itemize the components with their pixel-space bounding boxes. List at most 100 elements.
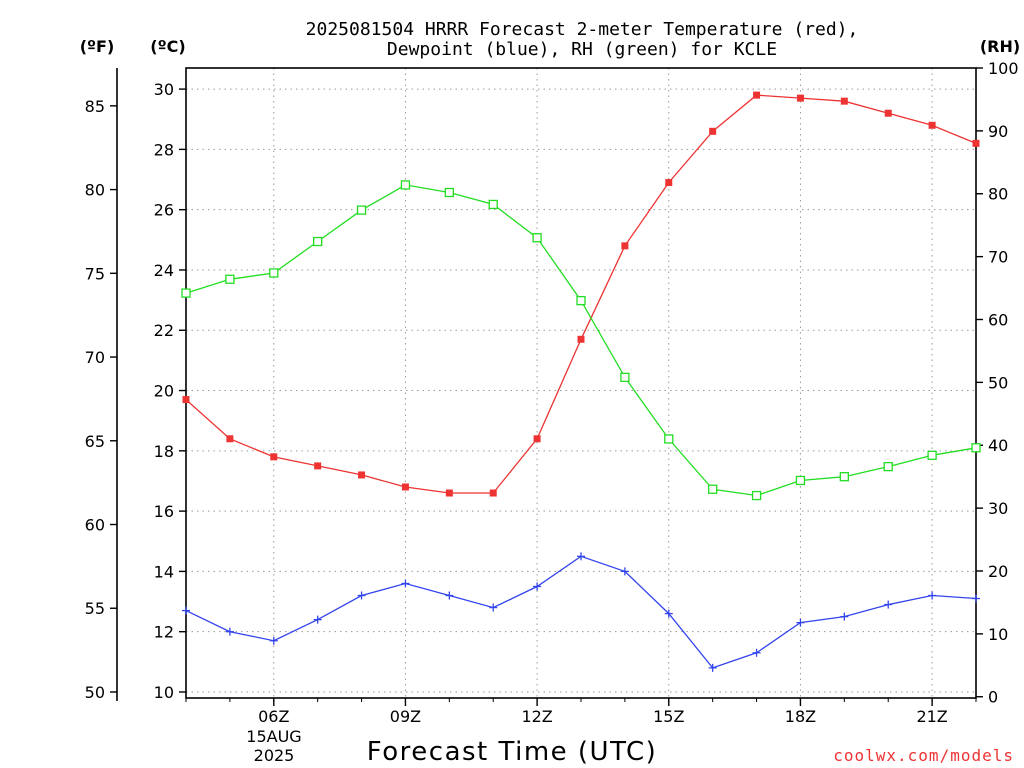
- data-point: [664, 609, 673, 618]
- x-tick-label: 06Z: [258, 707, 289, 726]
- celsius-axis-label: (ºC): [150, 37, 185, 56]
- celsius-tick-label: 16: [154, 502, 174, 521]
- data-point: [489, 603, 498, 612]
- axes: 10 12 14 16 18 20 22 24 26 28 30 50 55 60 65 70 75 80 85 0 1…: [85, 59, 1019, 726]
- data-point: [576, 295, 586, 306]
- data-point: [445, 489, 453, 497]
- data-point: [620, 567, 629, 576]
- data-point: [533, 435, 541, 443]
- data-point: [269, 268, 279, 278]
- rh-tick-label: 90: [988, 122, 1008, 141]
- rh-tick-label: 60: [988, 310, 1008, 329]
- fahrenheit-tick-label: 60: [85, 516, 105, 535]
- data-point: [927, 450, 937, 460]
- watermark-text: coolwx.com/models: [833, 746, 1014, 765]
- data-point: [884, 109, 892, 117]
- data-point: [972, 139, 980, 147]
- data-point: [488, 199, 498, 210]
- rh-tick-label: 30: [988, 499, 1008, 518]
- rh-tick-label: 50: [988, 373, 1008, 392]
- data-point: [928, 591, 937, 600]
- celsius-tick-label: 18: [154, 442, 174, 461]
- rh-tick-label: 20: [988, 562, 1008, 581]
- data-point: [357, 591, 366, 600]
- celsius-tick-label: 30: [154, 80, 174, 99]
- data-point: [796, 94, 804, 102]
- data-point: [225, 274, 235, 284]
- data-point: [664, 434, 674, 444]
- data-point: [358, 471, 366, 479]
- data-point: [533, 582, 542, 591]
- data-point: [314, 462, 322, 470]
- data-point: [489, 489, 497, 497]
- rh-tick-label: 70: [988, 248, 1008, 267]
- data-point: [400, 180, 411, 190]
- data-point: [181, 288, 191, 298]
- data-point: [709, 127, 717, 135]
- celsius-tick-label: 22: [154, 321, 174, 340]
- data-point: [182, 396, 190, 404]
- data-point: [751, 490, 762, 501]
- data-point: [883, 461, 893, 472]
- series-temperature: [182, 91, 980, 497]
- celsius-tick-label: 24: [154, 261, 174, 280]
- data-point: [356, 205, 367, 215]
- data-point: [444, 187, 454, 198]
- series-rh: [181, 180, 981, 501]
- data-point: [708, 663, 717, 672]
- data-point: [532, 233, 542, 243]
- rh-axis-label: (RH): [980, 37, 1020, 56]
- x-tick-label: 21Z: [916, 707, 947, 726]
- data-point: [225, 627, 234, 636]
- data-point: [753, 91, 761, 99]
- rh-tick-label: 0: [988, 688, 998, 707]
- x-tick-label: 18Z: [785, 707, 816, 726]
- data-point: [621, 242, 629, 250]
- fahrenheit-tick-label: 85: [85, 97, 105, 116]
- x-axis-title: Forecast Time (UTC): [367, 737, 658, 767]
- series-line-temperature: [185, 94, 977, 494]
- data-point: [401, 579, 410, 588]
- celsius-tick-label: 26: [154, 201, 174, 220]
- rh-tick-label: 10: [988, 625, 1008, 644]
- fahrenheit-tick-label: 80: [85, 181, 105, 200]
- celsius-tick-label: 12: [154, 623, 174, 642]
- fahrenheit-axis-label: (ºF): [80, 37, 115, 56]
- fahrenheit-tick-label: 65: [85, 432, 105, 451]
- rh-tick-label: 80: [988, 185, 1008, 204]
- data-point: [313, 615, 322, 624]
- data-point: [795, 475, 806, 486]
- data-point: [182, 606, 190, 615]
- celsius-tick-label: 10: [154, 683, 174, 702]
- data-point: [884, 600, 893, 609]
- fahrenheit-tick-label: 70: [85, 348, 105, 367]
- series-lines: [181, 91, 981, 672]
- grid-lines: [186, 68, 976, 698]
- celsius-tick-label: 28: [154, 140, 174, 159]
- data-point: [840, 97, 848, 105]
- data-point: [796, 618, 805, 627]
- date-label-year: 2025: [254, 746, 295, 765]
- data-point: [928, 121, 936, 129]
- chart-subtitle: Dewpoint (blue), RH (green) for KCLE: [387, 39, 777, 60]
- date-label-day: 15AUG: [246, 727, 301, 746]
- rh-tick-label: 40: [988, 436, 1008, 455]
- data-point: [839, 472, 849, 482]
- rh-tick-label: 100: [988, 59, 1019, 78]
- x-tick-label: 09Z: [390, 707, 421, 726]
- data-point: [620, 372, 630, 382]
- data-point: [269, 636, 278, 645]
- data-point: [972, 594, 980, 603]
- fahrenheit-tick-label: 50: [85, 683, 105, 702]
- x-tick-label: 12Z: [521, 707, 552, 726]
- data-point: [971, 443, 981, 453]
- data-point: [752, 648, 761, 657]
- data-point: [708, 484, 718, 494]
- celsius-tick-label: 20: [154, 382, 174, 401]
- data-point: [313, 236, 323, 247]
- data-point: [445, 591, 454, 600]
- celsius-tick-label: 14: [154, 562, 174, 581]
- chart-title: 2025081504 HRRR Forecast 2-meter Tempera…: [306, 19, 859, 40]
- data-point: [665, 179, 673, 187]
